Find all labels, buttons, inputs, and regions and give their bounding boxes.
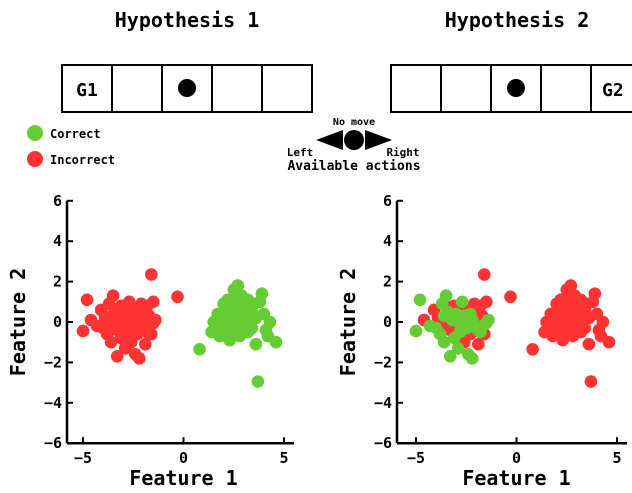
- point-correct-left-13: [223, 333, 236, 347]
- no-move-dot-icon: [344, 130, 364, 150]
- point-incorrect-right-57: [582, 337, 596, 351]
- point-correct-right-17: [455, 295, 469, 309]
- grid-world-right: G2: [390, 64, 632, 113]
- x-tick-label-left-5: 5: [279, 449, 288, 467]
- legend-incorrect-swatch: [27, 151, 43, 167]
- agent-marker-left: [178, 79, 196, 97]
- point-correct-right-1: [413, 293, 427, 307]
- x-axis-label-right: Feature 1: [462, 466, 570, 490]
- x-tick-label-right--5: −5: [407, 449, 425, 467]
- point-correct-left-37: [251, 375, 265, 388]
- point-correct-right-8: [439, 289, 453, 303]
- x-tick-label-right-0: 0: [512, 449, 521, 467]
- y-tick-label-left-0: 0: [53, 313, 62, 331]
- point-incorrect-left-47: [145, 327, 158, 341]
- point-correct-right-10: [443, 350, 457, 363]
- action-right-label: Right: [386, 146, 419, 159]
- y-tick-label-left-2: 2: [53, 273, 62, 291]
- point-correct-left-39: [255, 287, 269, 301]
- hypothesis-1-title: Hypothesis 1: [115, 8, 260, 32]
- agent-marker-right: [507, 79, 525, 97]
- point-incorrect-left-12: [106, 289, 120, 303]
- point-incorrect-right-34: [556, 333, 569, 347]
- point-correct-left-44: [269, 335, 283, 349]
- point-incorrect-left-51: [171, 290, 184, 304]
- point-incorrect-left-46: [145, 268, 158, 281]
- goal-label-g2: G2: [602, 80, 624, 101]
- point-incorrect-left-0: [76, 324, 90, 338]
- point-incorrect-right-19: [480, 295, 493, 309]
- point-incorrect-right-58: [584, 375, 598, 388]
- right-arrow-icon: [365, 130, 392, 150]
- x-axis-label-left: Feature 1: [129, 466, 237, 490]
- point-correct-left-36: [249, 337, 263, 351]
- point-incorrect-left-36: [133, 352, 146, 365]
- actions-caption: Available actions: [287, 159, 420, 174]
- point-incorrect-left-15: [110, 350, 124, 363]
- goal-label-g1: G1: [76, 80, 98, 101]
- point-incorrect-left-48: [147, 295, 160, 309]
- point-incorrect-left-1: [80, 293, 94, 307]
- legend-correct-label: Correct: [50, 127, 101, 141]
- point-correct-right-7: [437, 335, 451, 349]
- action-left-label: Left: [287, 146, 314, 159]
- point-correct-right-0: [409, 324, 423, 338]
- y-tick-label-left--2: −2: [44, 353, 62, 371]
- y-tick-label-right-6: 6: [383, 192, 392, 210]
- point-incorrect-right-60: [588, 287, 602, 301]
- point-incorrect-right-17: [478, 268, 491, 281]
- legend-incorrect-label: Incorrect: [50, 153, 115, 167]
- y-tick-label-left--6: −6: [44, 434, 62, 452]
- scatter-plot-right: −6 −4 −2 0 2 4 6 −5 0 5 Feature 1 Feature 2: [336, 192, 628, 490]
- legend: Correct Incorrect: [27, 125, 115, 167]
- scatter-points-right: [409, 268, 616, 388]
- point-correct-left-0: [193, 343, 206, 356]
- point-incorrect-right-21: [526, 343, 539, 356]
- scatter-points-left: [76, 268, 283, 388]
- point-incorrect-left-40: [139, 337, 152, 351]
- point-incorrect-left-10: [104, 335, 118, 349]
- y-tick-label-right-4: 4: [383, 232, 392, 250]
- point-incorrect-left-50: [149, 313, 162, 327]
- y-tick-label-right--4: −4: [374, 394, 392, 412]
- y-tick-label-left-6: 6: [53, 192, 62, 210]
- available-actions: No move Left Right Available actions: [287, 117, 421, 174]
- point-incorrect-right-42: [564, 279, 578, 292]
- y-tick-label-right-0: 0: [383, 313, 392, 331]
- x-tick-label-right-5: 5: [612, 449, 621, 467]
- point-correct-right-30: [482, 313, 495, 327]
- point-incorrect-right-64: [596, 315, 610, 329]
- point-correct-left-33: [245, 321, 259, 335]
- y-tick-label-left-4: 4: [53, 232, 62, 250]
- scatter-plot-left: −6 −4 −2 0 2 4 6 −5 0 5 Feature 1 Feature 2: [6, 192, 295, 490]
- point-incorrect-right-14: [472, 337, 485, 351]
- point-correct-left-21: [231, 279, 245, 292]
- y-tick-label-left--4: −4: [44, 394, 62, 412]
- x-tick-label-left--5: −5: [74, 449, 92, 467]
- point-correct-left-43: [263, 315, 277, 329]
- action-no-move-label: No move: [333, 117, 375, 128]
- point-incorrect-right-65: [602, 335, 616, 349]
- y-tick-label-right-2: 2: [383, 273, 392, 291]
- y-tick-label-right--6: −6: [374, 434, 392, 452]
- x-tick-label-left-0: 0: [179, 449, 188, 467]
- y-axis-label-left: Feature 2: [6, 268, 30, 376]
- point-incorrect-right-54: [578, 321, 592, 335]
- grid-world-left: G1: [61, 64, 313, 113]
- point-correct-right-25: [466, 352, 479, 365]
- point-incorrect-right-20: [504, 290, 517, 304]
- hypothesis-2-title: Hypothesis 2: [445, 8, 590, 32]
- y-axis-label-right: Feature 2: [336, 268, 360, 376]
- y-tick-label-right--2: −2: [374, 353, 392, 371]
- left-arrow-icon: [316, 130, 343, 150]
- legend-correct-swatch: [27, 125, 43, 141]
- point-correct-right-14: [451, 342, 465, 355]
